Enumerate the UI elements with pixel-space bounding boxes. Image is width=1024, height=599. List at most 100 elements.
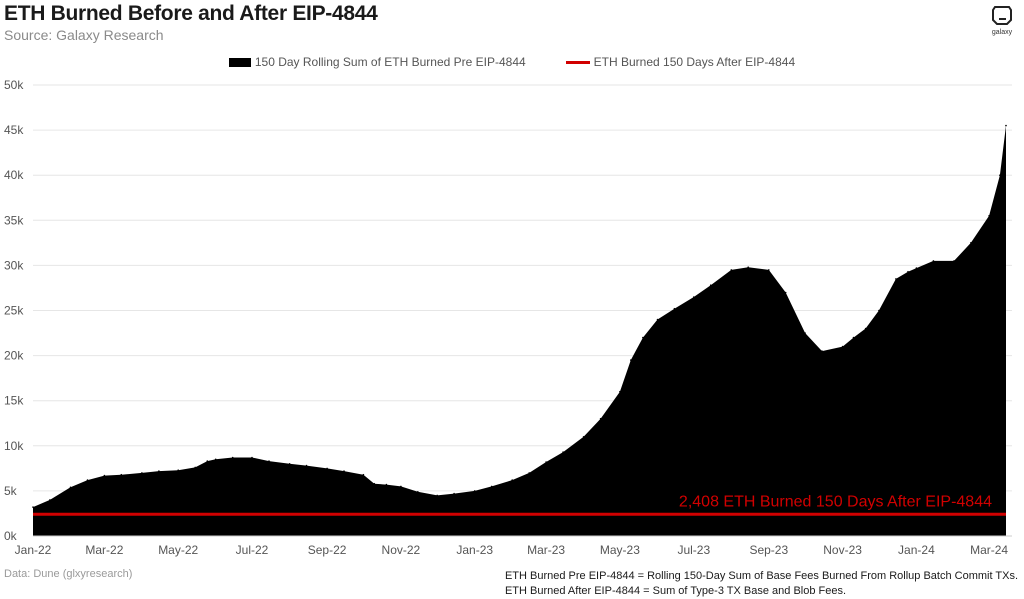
x-tick-label: Mar-23: [527, 543, 565, 557]
legend-swatch-line: [565, 60, 590, 64]
data-point: [907, 270, 909, 273]
legend-item-pre: 150 Day Rolling Sum of ETH Burned Pre EI…: [228, 55, 526, 69]
y-tick-label: 50k: [4, 78, 24, 92]
data-point: [988, 215, 990, 217]
data-point: [970, 242, 972, 244]
y-tick-label: 40k: [4, 168, 24, 182]
x-tick-label: Mar-24: [970, 543, 1008, 557]
chart-title: ETH Burned Before and After EIP-4844: [4, 2, 378, 25]
data-point: [852, 336, 855, 339]
x-tick-label: Sep-22: [308, 543, 347, 557]
x-tick-label: Nov-22: [382, 543, 421, 557]
y-tick-label: 25k: [4, 304, 24, 318]
data-point: [511, 479, 513, 481]
data-point: [417, 491, 419, 493]
data-point: [953, 260, 955, 262]
data-point: [231, 456, 234, 459]
data-point: [915, 267, 918, 269]
y-tick-label: 0k: [4, 529, 18, 543]
data-point: [804, 332, 806, 334]
x-tick-label: Jul-22: [236, 543, 269, 557]
legend-label-pre: 150 Day Rolling Sum of ETH Burned Pre EI…: [254, 55, 526, 69]
data-point: [141, 472, 143, 474]
data-point: [630, 359, 632, 361]
x-tick-label: Jan-22: [15, 543, 52, 557]
series-area-pre-eip4844: [33, 125, 1006, 536]
data-point: [326, 467, 328, 470]
x-tick-label: May-23: [600, 543, 640, 557]
data-point: [582, 436, 585, 438]
y-tick-label: 30k: [4, 258, 24, 272]
legend-item-post: ETH Burned 150 Days After EIP-4844: [565, 55, 796, 69]
data-point: [932, 260, 935, 262]
data-point: [103, 474, 106, 477]
line-annotation: 2,408 ETH Burned 150 Days After EIP-4844: [679, 493, 992, 510]
data-point: [473, 490, 476, 492]
data-point: [453, 492, 455, 495]
definition-note-pre: ETH Burned Pre EIP-4844 = Rolling 150-Da…: [504, 570, 1018, 582]
legend-swatch-area: [228, 57, 251, 67]
data-point: [747, 266, 749, 269]
data-point: [599, 417, 602, 420]
data-point: [120, 473, 123, 476]
data-point: [895, 278, 897, 280]
galaxy-logo-icon: [992, 6, 1012, 25]
data-point: [656, 318, 659, 321]
y-tick-label: 35k: [4, 213, 24, 227]
data-point: [288, 463, 291, 465]
data-point: [206, 460, 209, 462]
y-tick-label: 20k: [4, 349, 24, 363]
data-point: [214, 458, 217, 461]
data-point: [158, 470, 160, 472]
data-point: [86, 479, 89, 481]
data-point: [343, 470, 345, 472]
data-point: [821, 350, 823, 352]
data-point: [373, 482, 376, 485]
data-point: [673, 307, 676, 310]
data-point: [864, 327, 867, 330]
y-tick-label: 5k: [4, 484, 18, 498]
y-tick-label: 15k: [4, 394, 24, 408]
data-point: [251, 456, 253, 459]
data-point: [730, 269, 733, 271]
data-point: [1005, 124, 1007, 127]
data-point: [177, 469, 179, 472]
data-point: [32, 506, 34, 508]
data-point: [436, 494, 439, 497]
x-tick-label: May-22: [158, 543, 198, 557]
data-point: [194, 466, 196, 469]
legend-label-post: ETH Burned 150 Days After EIP-4844: [593, 55, 796, 69]
data-point: [619, 390, 621, 393]
x-tick-label: Jul-23: [677, 543, 710, 557]
data-source-note: Data: Dune (glxyresearch): [4, 568, 133, 580]
definition-notes: ETH Burned Pre EIP-4844 = Rolling 150-Da…: [505, 569, 1018, 599]
data-point: [999, 174, 1001, 176]
data-point: [528, 472, 530, 474]
data-point: [693, 296, 695, 298]
y-tick-label: 45k: [4, 123, 24, 137]
x-tick-label: Jan-24: [898, 543, 935, 557]
data-point: [49, 499, 51, 501]
chart-subtitle: Source: Galaxy Research: [4, 27, 164, 43]
data-point: [768, 269, 770, 271]
chart-legend: 150 Day Rolling Sum of ETH Burned Pre EI…: [0, 55, 1024, 69]
data-point: [69, 486, 72, 489]
data-point: [878, 309, 880, 312]
definition-note-post: ETH Burned After EIP-4844 = Sum of Type-…: [504, 585, 847, 597]
data-point: [362, 473, 365, 476]
x-tick-label: Jan-23: [456, 543, 493, 557]
data-point: [784, 291, 787, 294]
data-point: [562, 451, 564, 453]
x-tick-label: Nov-23: [823, 543, 862, 557]
data-point: [400, 485, 402, 488]
data-point: [642, 336, 644, 339]
x-tick-label: Mar-22: [85, 543, 123, 557]
data-point: [841, 345, 844, 348]
data-point: [305, 464, 308, 467]
logo-text: galaxy: [991, 29, 1013, 36]
galaxy-logo: galaxy: [988, 4, 1016, 36]
data-point: [490, 485, 493, 488]
data-point: [545, 461, 547, 463]
data-point: [385, 483, 388, 486]
